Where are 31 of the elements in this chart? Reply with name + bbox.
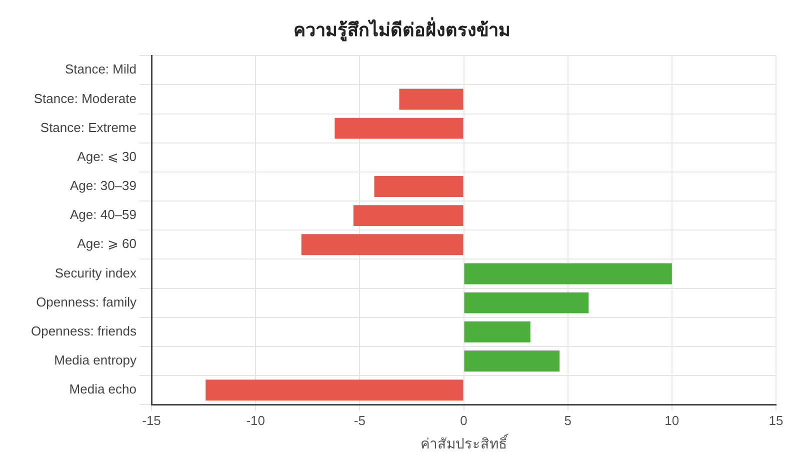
x-axis-title: ค่าสัมประสิทธิ์ xyxy=(420,433,510,452)
bar xyxy=(301,234,464,256)
bar xyxy=(464,321,530,342)
y-tick-label: Age: ⩽ 30 xyxy=(77,148,137,164)
x-tick-label: 10 xyxy=(664,412,680,428)
bar xyxy=(464,350,560,372)
y-tick-label: Age: 40–59 xyxy=(70,207,137,222)
bar xyxy=(399,88,464,110)
bar xyxy=(206,380,464,401)
x-tick-label: -5 xyxy=(354,412,366,428)
y-tick-label: Age: 30–39 xyxy=(70,178,137,194)
y-tick-label: Openness: friends xyxy=(30,323,137,338)
y-tick-label: Media entropy xyxy=(54,352,137,368)
x-tick-label: 0 xyxy=(460,412,468,428)
bar xyxy=(464,292,589,314)
bar xyxy=(374,176,464,197)
y-tick-label: Stance: Extreme xyxy=(40,120,137,135)
y-tick-label: Security index xyxy=(54,265,137,280)
y-tick-label: Age: ⩾ 60 xyxy=(77,236,137,252)
x-tick-label: 5 xyxy=(564,412,572,428)
y-tick-label: Openness: family xyxy=(36,294,137,310)
x-tick-label: -15 xyxy=(142,412,161,428)
x-tick-label: -10 xyxy=(246,412,265,428)
y-tick-label: Stance: Mild xyxy=(64,62,137,77)
bar xyxy=(334,118,464,139)
bar xyxy=(353,205,464,226)
y-tick-label: Media echo xyxy=(69,382,137,397)
bar xyxy=(464,263,672,284)
chart-title: ความรู้สึกไม่ดีต่อฝั่งตรงข้าม xyxy=(294,16,510,42)
y-tick-label: Stance: Moderate xyxy=(34,90,137,106)
x-tick-label: 15 xyxy=(768,412,784,428)
